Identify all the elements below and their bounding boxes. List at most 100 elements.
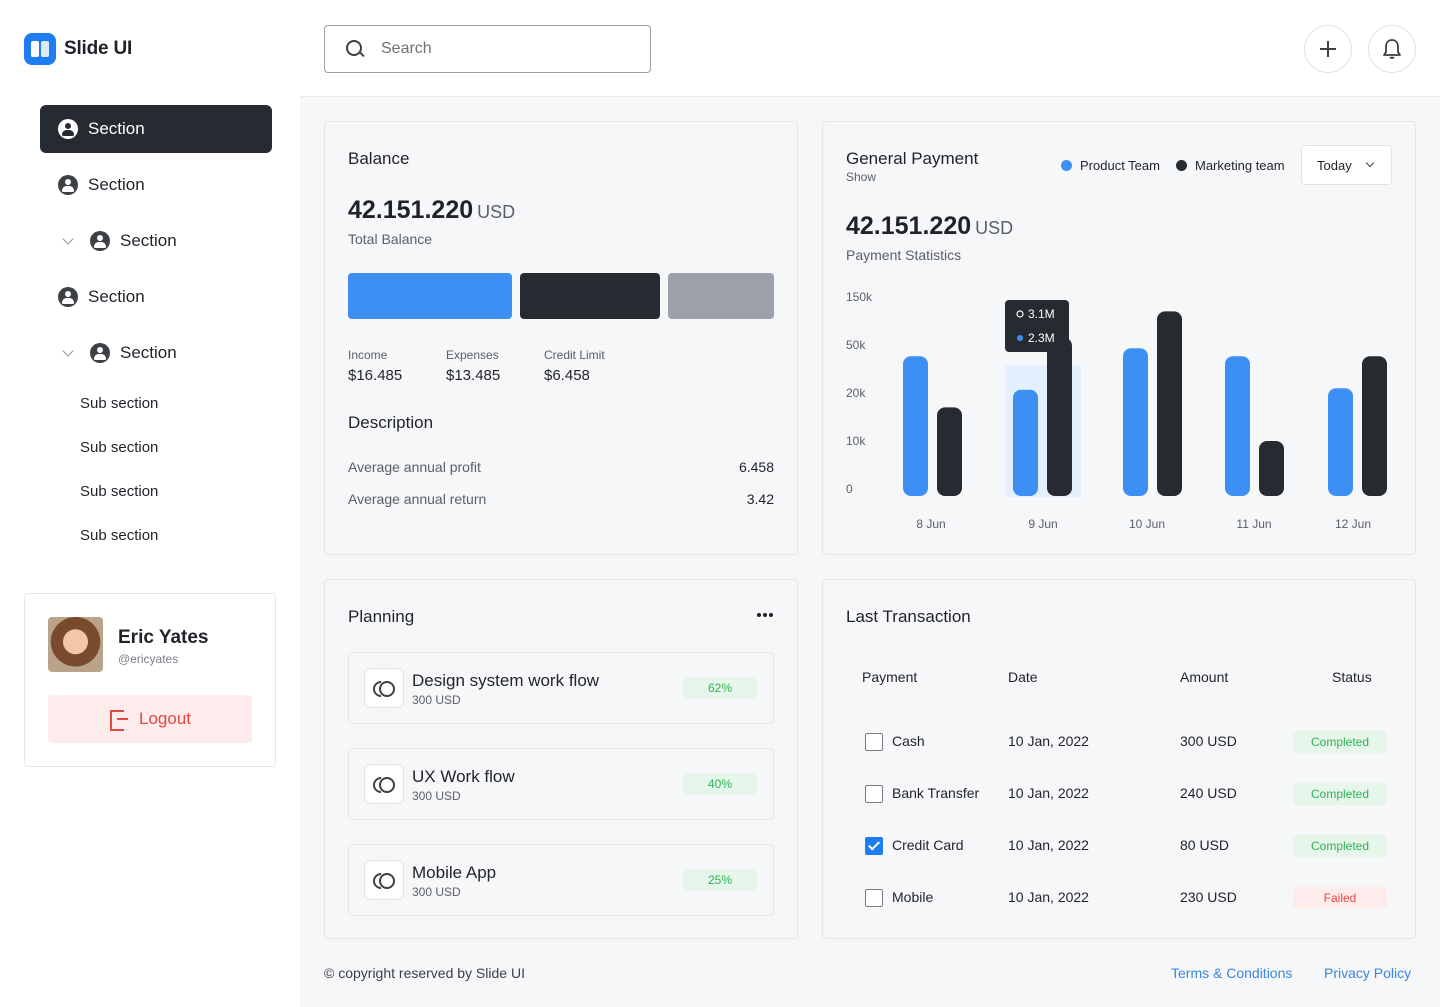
profile-name: Eric Yates [118,627,209,648]
privacy-link[interactable]: Privacy Policy [1324,965,1412,981]
bell-icon [1383,39,1401,59]
status-badge: Completed [1293,835,1387,857]
profile-handle: @ericyates [118,652,179,666]
y-tick-label: 50k [846,338,866,352]
sidebar-item-label: Section [88,175,145,194]
payment-cell: Credit Card [892,837,964,853]
status-badge: Completed [1293,783,1387,805]
credit-limit-bar [668,273,774,319]
bar-product-team [1328,388,1353,496]
plus-icon [1320,41,1336,57]
plan-name: Mobile App [412,863,497,882]
legend-marketing-team: Marketing team [1176,158,1285,173]
bar-marketing-team [1047,337,1072,496]
sidebar-item-section-3[interactable]: Section [40,217,272,265]
user-circle-icon [58,287,78,307]
plan-item[interactable]: UX Work flow 300 USD 40% [348,748,774,820]
amount-cell: 300 USD [1180,733,1237,749]
app-logo[interactable]: Slide UI [24,33,132,65]
balance-card: Balance 42.151.220 USD Total Balance Inco… [324,121,798,555]
plan-item[interactable]: Design system work flow 300 USD 62% [348,652,774,724]
sidebar-item-section-5[interactable]: Section [40,329,272,377]
legend-dot [1061,160,1072,171]
period-dropdown[interactable]: Today [1301,145,1392,185]
payment-bar-chart: 150k 50k 20k 10k 0 8 Jun 9 Jun 10 Jun 11 Jun 12 J… [846,290,1387,531]
description-title: Description [348,413,434,432]
expenses-label: Expenses [446,348,499,362]
user-circle-icon [90,343,110,363]
legend-dot [1176,160,1187,171]
sidebar-subitem-1[interactable]: Sub section [80,395,159,412]
plan-amount: 300 USD [412,789,461,803]
search-box[interactable] [324,25,651,73]
date-cell: 10 Jan, 2022 [1008,733,1089,749]
plan-amount: 300 USD [412,885,461,899]
sidebar-item-section-1[interactable]: Section [40,105,272,153]
notifications-button[interactable] [1368,25,1416,73]
payment-amount: 42.151.220 USD [846,212,1014,240]
sidebar-item-section-4[interactable]: Section [40,273,272,321]
payment-subtitle: Show [846,170,877,184]
bar-product-team [1013,389,1038,496]
chevron-down-icon[interactable] [62,235,74,247]
rings-icon [373,777,395,793]
plan-name: Design system work flow [412,671,600,690]
plan-progress-badge: 62% [683,677,757,699]
profile-card: Eric Yates @ericyates Logout [24,593,276,767]
row-checkbox[interactable] [865,889,883,907]
logout-button[interactable]: Logout [48,695,252,743]
planning-card: Planning Design system work flow 300 USD… [324,579,798,939]
balance-amount: 42.151.220 USD [348,196,516,224]
bar-marketing-team [1259,441,1284,496]
rings-icon [373,681,395,697]
search-input[interactable] [381,40,641,58]
balance-title: Balance [348,149,410,168]
row-checkbox[interactable] [865,785,883,803]
column-header-status: Status [1332,669,1372,685]
date-cell: 10 Jan, 2022 [1008,837,1089,853]
row-checkbox[interactable] [865,733,883,751]
expenses-value: $13.485 [446,367,501,384]
x-tick-label: 9 Jun [1028,517,1057,531]
credit-limit-value: $6.458 [544,367,590,384]
credit-limit-label: Credit Limit [544,348,605,362]
sidebar-item-label: Section [88,287,145,306]
column-header-payment: Payment [862,669,918,685]
logo-icon [24,33,56,65]
income-value: $16.485 [348,367,403,384]
more-options-icon[interactable] [757,613,773,617]
description-row: Average annual return 3.42 [348,491,774,507]
y-tick-label: 20k [846,386,866,400]
bar-marketing-team [1157,311,1182,496]
logout-label: Logout [139,709,191,728]
terms-link[interactable]: Terms & Conditions [1171,965,1293,981]
app-name: Slide UI [64,38,133,59]
sidebar-subitem-4[interactable]: Sub section [80,527,159,544]
general-payment-card: General Payment Show Product Team Market… [822,121,1416,555]
income-label: Income [348,348,388,362]
tooltip-marker [1017,335,1023,341]
user-circle-icon [58,119,78,139]
plan-progress-badge: 25% [683,869,757,891]
add-button[interactable] [1304,25,1352,73]
search-icon [345,39,365,59]
sidebar-subitem-2[interactable]: Sub section [80,439,159,456]
bar-marketing-team [937,407,962,496]
column-header-date: Date [1008,669,1038,685]
plan-item[interactable]: Mobile App 300 USD 25% [348,844,774,916]
y-tick-label: 10k [846,434,866,448]
tooltip-value-a: 3.1M [1028,307,1055,321]
bar-product-team [903,356,928,496]
sidebar-item-label: Section [120,343,177,362]
plan-amount: 300 USD [412,693,461,707]
sidebar-item-label: Section [88,119,145,138]
sidebar-subitem-3[interactable]: Sub section [80,483,159,500]
date-cell: 10 Jan, 2022 [1008,889,1089,905]
rings-icon [373,873,395,889]
transaction-title: Last Transaction [846,607,971,626]
date-cell: 10 Jan, 2022 [1008,785,1089,801]
row-checkbox-checked[interactable] [865,837,883,855]
sidebar-item-section-2[interactable]: Section [40,161,272,209]
user-circle-icon [58,175,78,195]
chevron-down-icon[interactable] [62,347,74,359]
